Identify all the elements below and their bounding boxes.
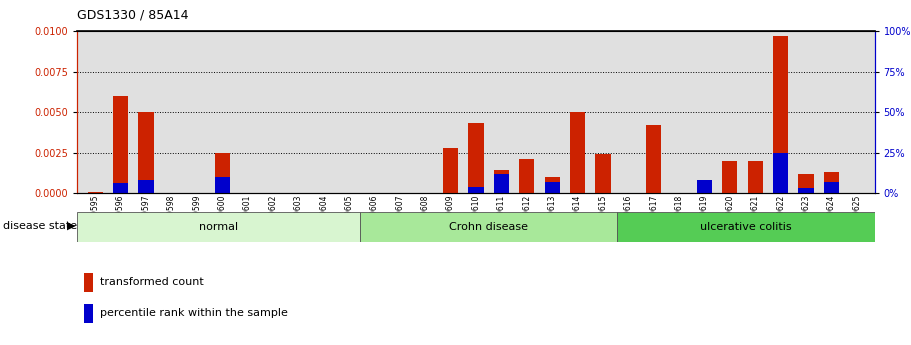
- Bar: [214, 177, 230, 193]
- Bar: [798, 188, 814, 193]
- Text: Crohn disease: Crohn disease: [449, 222, 528, 232]
- Text: normal: normal: [200, 222, 239, 232]
- Bar: [595, 154, 610, 193]
- Bar: [443, 148, 458, 193]
- Bar: [214, 152, 230, 193]
- Bar: [138, 180, 154, 193]
- Bar: [468, 187, 484, 193]
- Bar: [748, 161, 763, 193]
- Bar: [798, 174, 814, 193]
- Bar: [545, 177, 559, 193]
- Bar: [113, 96, 128, 193]
- Bar: [494, 174, 509, 193]
- Bar: [824, 172, 839, 193]
- Bar: [824, 182, 839, 193]
- Bar: [722, 161, 738, 193]
- Text: GDS1330 / 85A14: GDS1330 / 85A14: [77, 9, 189, 22]
- Text: disease state: disease state: [3, 221, 77, 231]
- Bar: [773, 152, 788, 193]
- Text: ▶: ▶: [67, 221, 75, 231]
- Text: transformed count: transformed count: [100, 277, 204, 287]
- Bar: [646, 125, 661, 193]
- Bar: [360, 212, 618, 241]
- Bar: [138, 112, 154, 193]
- Bar: [77, 212, 360, 241]
- Text: percentile rank within the sample: percentile rank within the sample: [100, 308, 288, 318]
- Bar: [773, 36, 788, 193]
- Bar: [697, 180, 712, 193]
- Bar: [494, 170, 509, 193]
- Bar: [519, 159, 535, 193]
- Text: ulcerative colitis: ulcerative colitis: [701, 222, 792, 232]
- Bar: [545, 182, 559, 193]
- Bar: [570, 112, 585, 193]
- Bar: [618, 212, 875, 241]
- Bar: [113, 184, 128, 193]
- Bar: [468, 124, 484, 193]
